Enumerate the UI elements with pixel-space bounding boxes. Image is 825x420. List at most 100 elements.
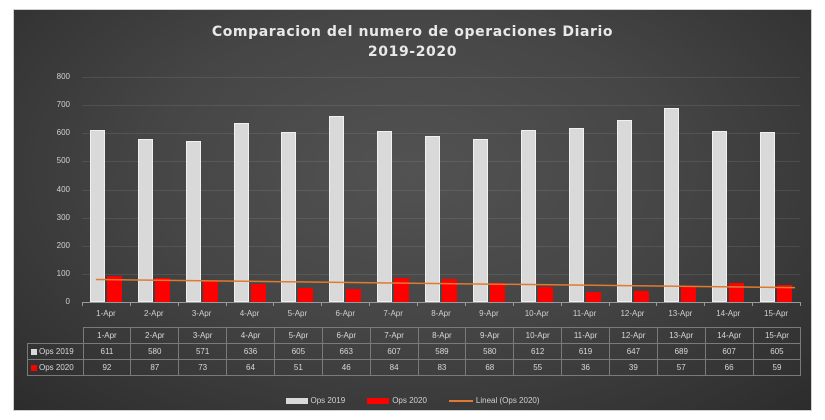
bar-ops-2020: [489, 282, 505, 302]
table-cell: 92: [82, 359, 132, 376]
table-header-cell: 1-Apr: [82, 327, 132, 344]
x-tick-label: 14-Apr: [716, 309, 741, 318]
table-cell: 39: [608, 359, 658, 376]
table-header-cell: 6-Apr: [321, 327, 371, 344]
x-tick-label: 1-Apr: [96, 309, 116, 318]
table-cell: 663: [321, 343, 371, 360]
x-axis-line: [82, 302, 800, 303]
legend-key-ops-2020-icon: [31, 364, 37, 371]
table-header-cell: 9-Apr: [465, 327, 515, 344]
x-tick-mark: [82, 302, 83, 306]
table-cell: 607: [369, 343, 419, 360]
table-cell: 55: [513, 359, 563, 376]
x-tick-mark: [321, 302, 323, 306]
legend-line-icon: [448, 399, 473, 402]
bar-ops-2019: [664, 108, 680, 302]
table-row: Ops 2019 611 580 571 636 605 663 607 589 580 612 61…: [27, 343, 802, 360]
x-tick-label: 15-Apr: [764, 309, 789, 318]
chart-title-line1: Comparacion del numero de operaciones Di…: [211, 24, 614, 40]
table-cell: 83: [417, 359, 467, 376]
table-header-cell: 5-Apr: [273, 327, 323, 344]
bar-ops-2019: [329, 115, 345, 302]
table-cell: 689: [656, 343, 706, 360]
y-tick-label: 400: [56, 184, 70, 194]
bar-ops-2019: [281, 131, 297, 302]
bar-ops-2019: [616, 120, 632, 302]
chart-title-line2: 2019-2020: [367, 44, 458, 60]
x-tick-label: 8-Apr: [431, 309, 451, 318]
x-tick-label: 3-Apr: [191, 309, 212, 318]
x-tick-mark: [273, 302, 275, 306]
x-tick-mark: [177, 302, 179, 306]
y-tick-label: 500: [56, 156, 70, 166]
table-cell: 57: [656, 359, 706, 376]
legend-swatch-icon: [367, 397, 390, 404]
table-cell: 84: [369, 359, 419, 376]
table-header-cell: 7-Apr: [369, 327, 419, 344]
x-tick-label: 6-Apr: [335, 309, 356, 318]
x-tick-mark: [512, 302, 514, 306]
x-tick-mark: [560, 302, 562, 306]
x-tick-label: 7-Apr: [383, 309, 403, 318]
x-tick-mark: [704, 302, 706, 306]
bar-ops-2020: [107, 276, 122, 302]
x-tick-label: 4-Apr: [239, 309, 260, 318]
table-cell: 636: [226, 343, 275, 360]
gridline: [82, 133, 800, 135]
y-tick-label: 800: [56, 72, 70, 81]
x-tick-label: 9-Apr: [479, 309, 499, 318]
bar-ops-2019: [185, 141, 201, 302]
bar-ops-2019: [472, 138, 488, 302]
gridline: [82, 105, 800, 107]
legend-label: Ops 2020: [392, 396, 427, 405]
table-header-cell: 8-Apr: [417, 327, 467, 344]
y-tick-label: 200: [56, 240, 70, 250]
table-cell: 605: [752, 343, 802, 360]
gridline: [82, 245, 800, 247]
table-cell: 64: [226, 359, 275, 376]
table-cell: 68: [465, 359, 515, 376]
bar-ops-2020: [633, 291, 649, 302]
table-cell: 611: [82, 343, 132, 360]
gridline: [82, 189, 800, 191]
legend-key-ops-2019-icon: [31, 348, 37, 355]
table-header-cell: 14-Apr: [704, 327, 754, 344]
y-tick-label: 100: [56, 268, 70, 278]
table-cell: 605: [273, 343, 323, 360]
x-tick-mark: [656, 302, 658, 306]
table-cell: 51: [273, 359, 323, 376]
bar-ops-2020: [202, 281, 218, 302]
gridline: [82, 77, 800, 78]
x-tick-label: 10-Apr: [524, 309, 549, 318]
table-cell: 612: [513, 343, 563, 360]
legend-item: Ops 2020: [367, 396, 427, 405]
x-tick-mark: [417, 302, 419, 306]
bar-ops-2019: [568, 127, 584, 302]
bar-ops-2020: [250, 284, 266, 302]
bar-ops-2019: [425, 136, 441, 302]
table-row-label: Ops 2020: [27, 359, 84, 376]
bar-ops-2019: [137, 138, 153, 302]
table-header-cell: 12-Apr: [608, 327, 658, 344]
table-row-label-text: Ops 2019: [39, 347, 74, 356]
gridline: [82, 273, 800, 275]
x-tick-mark: [752, 302, 754, 306]
x-tick-mark: [129, 302, 131, 306]
table-cell: 66: [704, 359, 754, 376]
table-row: Ops 2020 92 87 73 64 51 46 84 83 68 55 36 39 57 66 59: [27, 359, 802, 376]
table-row-label-text: Ops 2020: [39, 363, 74, 372]
x-tick-mark: [225, 302, 227, 306]
x-tick-mark: [800, 302, 801, 306]
x-tick-mark: [608, 302, 610, 306]
table-row-label: Ops 2019: [27, 343, 84, 360]
table-corner: [28, 328, 84, 344]
table-header-cell: 2-Apr: [130, 327, 180, 344]
y-tick-label: 0: [65, 297, 70, 306]
bar-ops-2020: [442, 278, 458, 302]
legend-swatch-icon: [285, 397, 308, 404]
table-cell: 589: [417, 343, 467, 360]
chart-frame: Comparacion del numero de operaciones Di…: [14, 10, 811, 410]
bar-ops-2020: [154, 277, 170, 302]
table-cell: 73: [178, 359, 228, 376]
y-tick-label: 700: [56, 100, 70, 110]
